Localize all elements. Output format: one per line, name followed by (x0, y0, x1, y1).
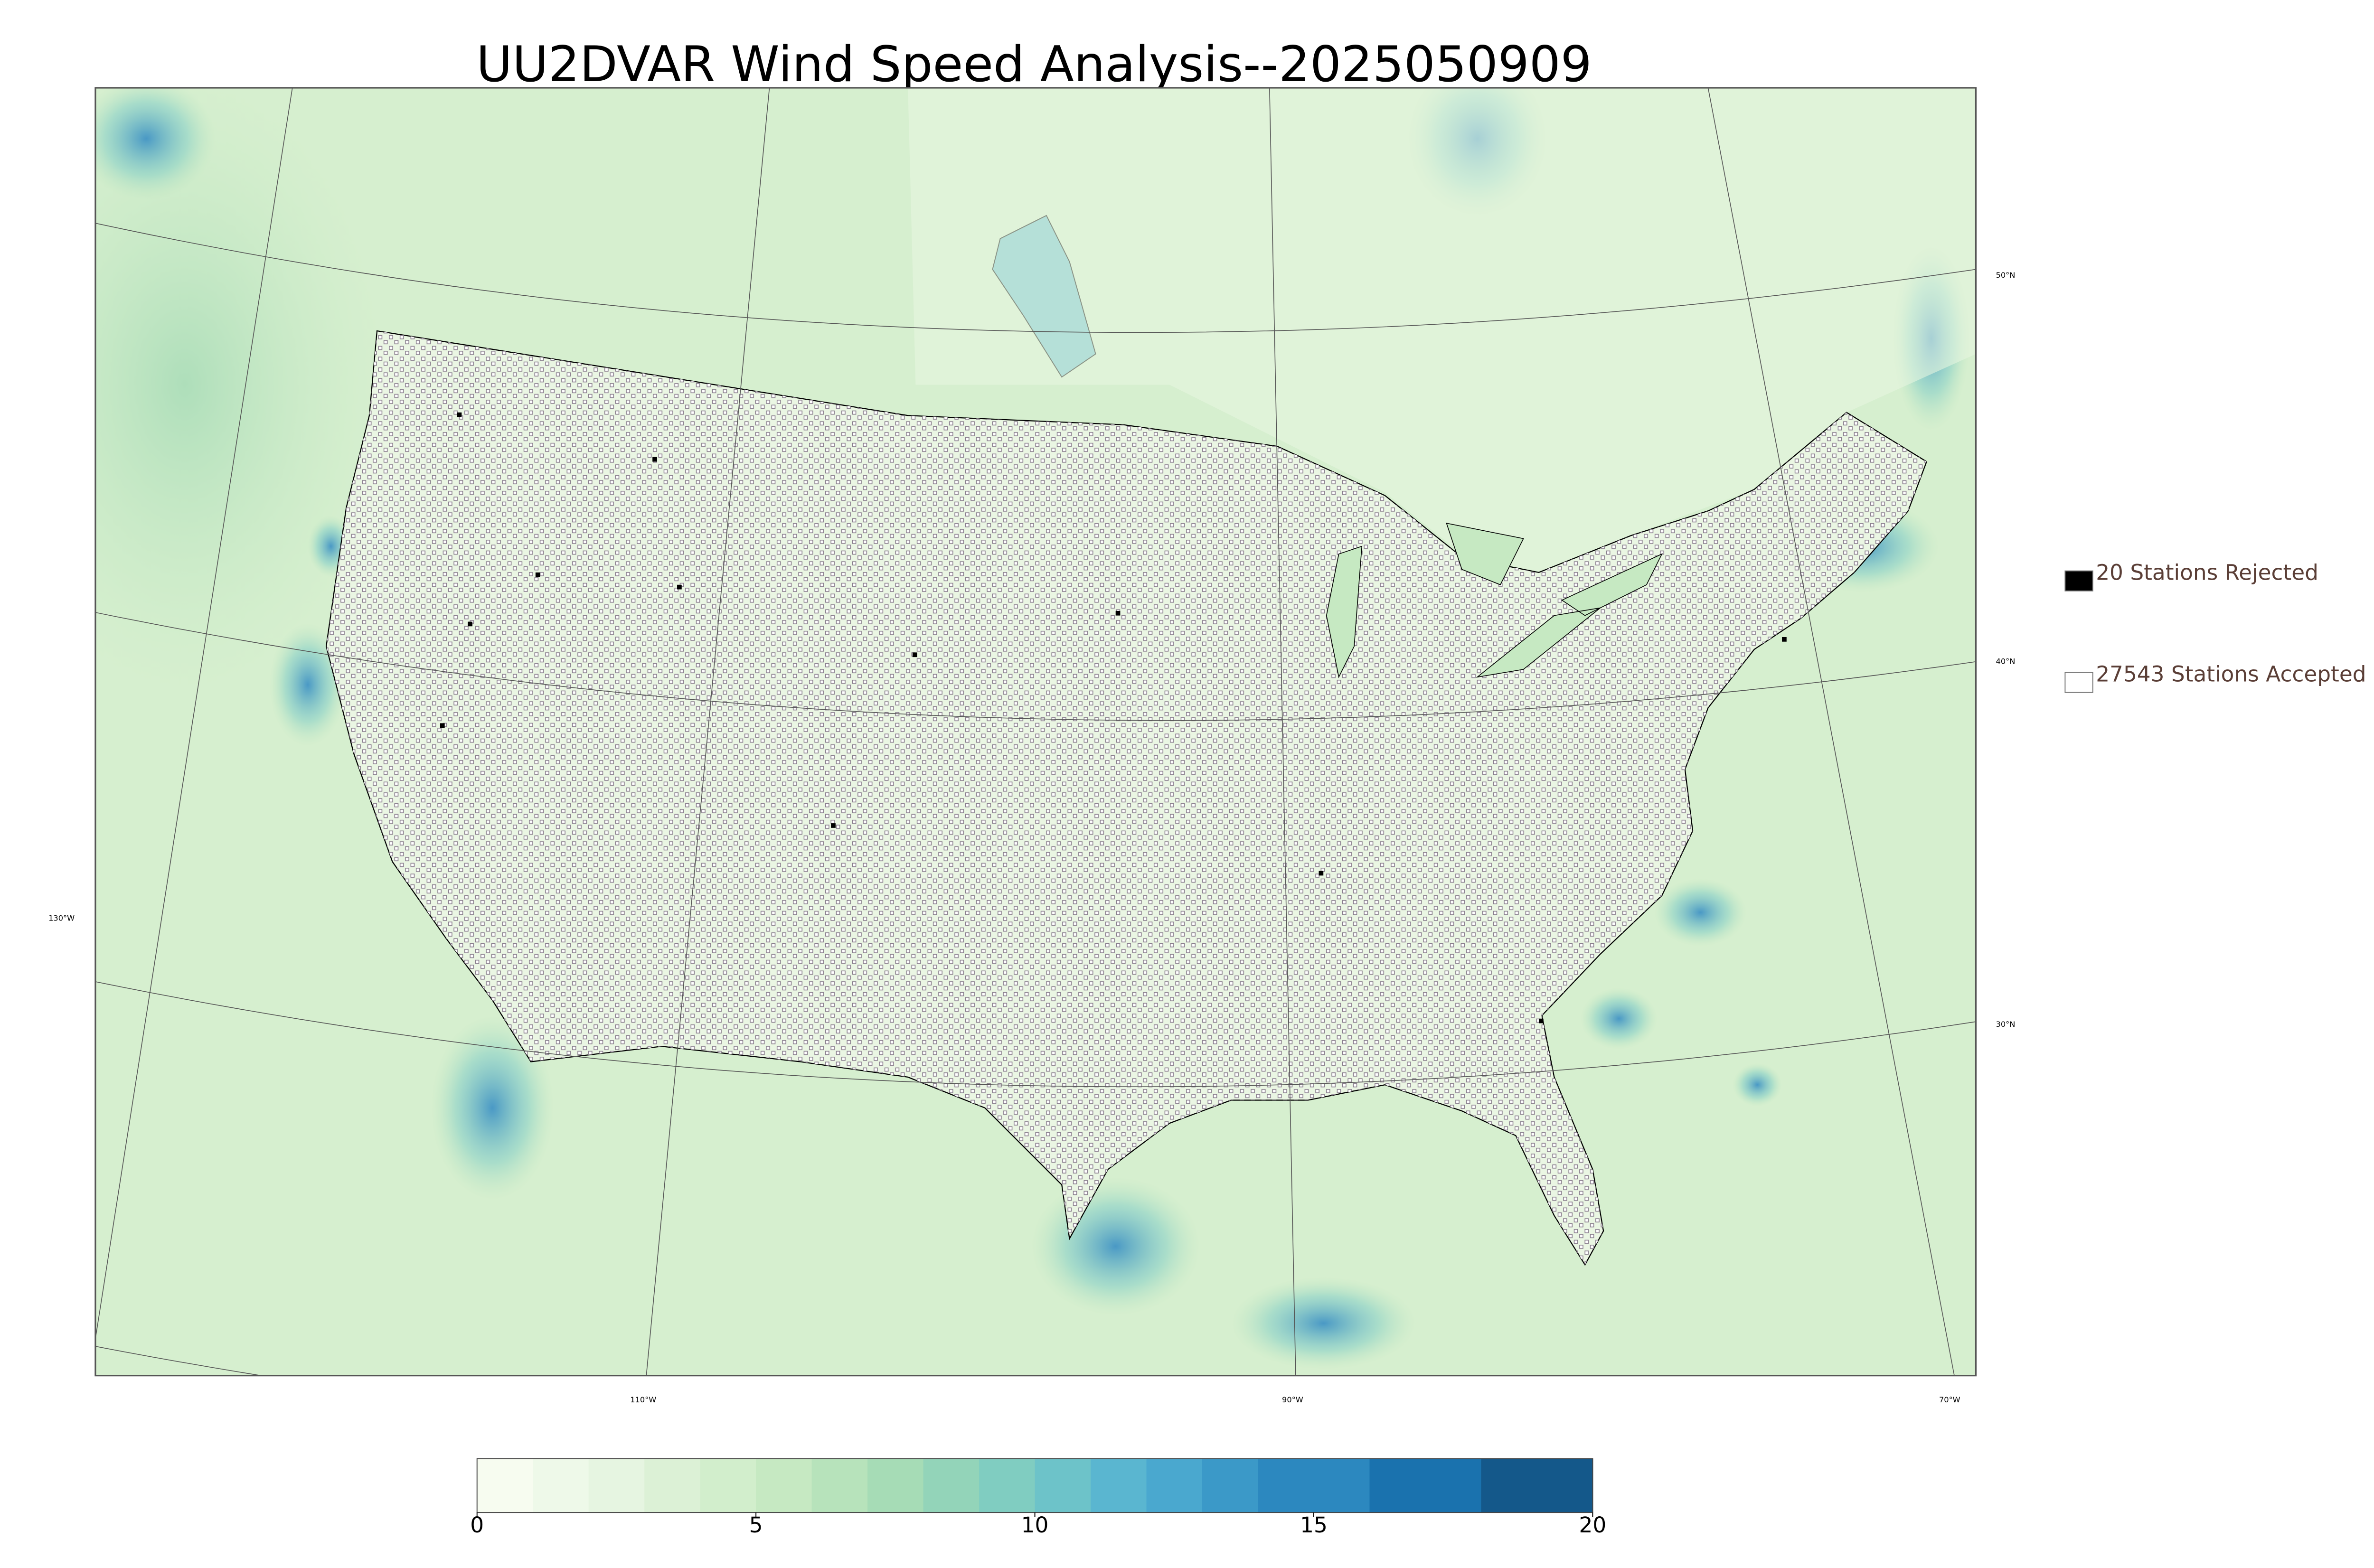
colorbar-bin (1481, 1458, 1593, 1513)
colorbar-bin (1035, 1458, 1092, 1513)
colorbar-bin (756, 1458, 812, 1513)
colorbar-bin (588, 1458, 645, 1513)
legend-label: 20 Stations Rejected (2096, 560, 2318, 585)
lat-label: 50°N (1996, 271, 2016, 280)
colorbar-bin (700, 1458, 757, 1513)
title: UU2DVAR Wind Speed Analysis--2025050909 (476, 36, 1592, 93)
lon-label: 90°W (1282, 1395, 1303, 1404)
colorbar-bin (1146, 1458, 1203, 1513)
lon-label: 70°W (1939, 1395, 1960, 1404)
lat-label: 40°N (1996, 657, 2016, 666)
colorbar-bin (644, 1458, 701, 1513)
graticule-labels: 50°N 40°N 30°N 130°W 110°W 90°W 70°W (48, 271, 2015, 1404)
legend-label: 27543 Stations Accepted (2096, 662, 2366, 687)
colorbar-bin (477, 1458, 534, 1513)
colorbar-bin (1091, 1458, 1147, 1513)
colorbar-tick-label: 10 (1021, 1512, 1049, 1538)
lat-label: 30°N (1996, 1020, 2016, 1029)
legend-swatch (2064, 570, 2093, 592)
colorbar-bin (533, 1458, 589, 1513)
colorbar-tick-label: 5 (749, 1512, 763, 1538)
colorbar-bin (867, 1458, 924, 1513)
colorbar-tick-label: 0 (470, 1512, 484, 1538)
colorbar-bin (923, 1458, 980, 1513)
lon-label: 110°W (630, 1395, 656, 1404)
legend-swatch (2064, 672, 2093, 693)
colorbar-bin (1202, 1458, 1259, 1513)
colorbar-tick-label: 20 (1579, 1512, 1607, 1538)
colorbar-bin (811, 1458, 868, 1513)
lon-label: 130°W (48, 914, 75, 923)
legend: 20 Stations Rejected 27543 Stations Accep… (2064, 560, 2366, 693)
colorbar-bin (979, 1458, 1036, 1513)
map-frame (94, 87, 1977, 1377)
colorbar-bin (1369, 1458, 1482, 1513)
colorbar: 0 5 10 15 20 (470, 1458, 1607, 1538)
colorbar-tick-label: 15 (1300, 1512, 1328, 1538)
map (95, 87, 1976, 1376)
colorbar-bin (1258, 1458, 1370, 1513)
